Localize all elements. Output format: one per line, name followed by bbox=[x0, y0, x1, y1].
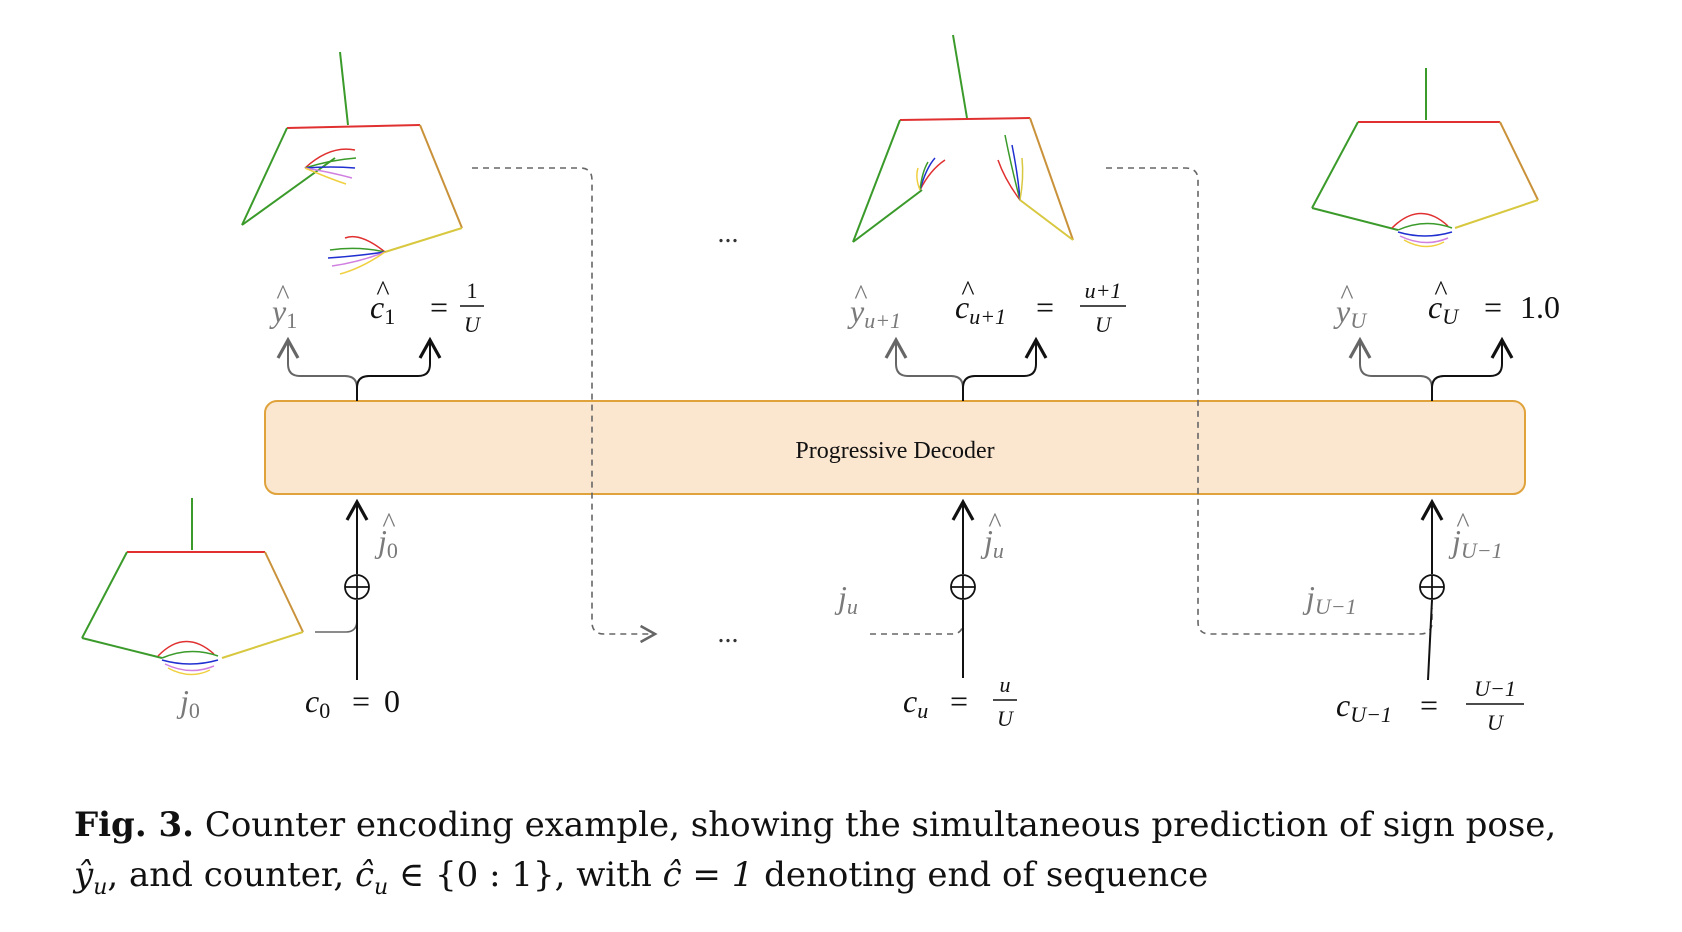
counter-input-label-u: cu bbox=[903, 683, 928, 723]
caption-label: Fig. 3. bbox=[74, 805, 194, 845]
progressive-decoder-box bbox=[264, 400, 1526, 495]
svg-text:=: = bbox=[950, 683, 968, 719]
joint-input-path-j0 bbox=[315, 600, 358, 633]
add-icon bbox=[950, 574, 976, 600]
joint-label-0: j0 bbox=[176, 683, 200, 723]
counter-value-U: 1.0 bbox=[1520, 289, 1560, 325]
caption-c-hat-eq: ĉ = 1 bbox=[662, 855, 754, 895]
output-branch-U bbox=[1348, 336, 1514, 401]
counter-input-value-0: 0 bbox=[384, 683, 400, 719]
pose-skeleton-yU bbox=[1311, 68, 1539, 248]
counter-num-1: 1 bbox=[467, 278, 478, 303]
counter-output-label-1: c1 bbox=[370, 289, 395, 329]
svg-text:^: ^ bbox=[1340, 280, 1353, 311]
pose-skeleton-j0 bbox=[81, 498, 304, 676]
caption-y-hat: ŷ bbox=[74, 855, 94, 895]
svg-text:^: ^ bbox=[1456, 508, 1469, 539]
caption-set: ∈ {0 : 1} bbox=[399, 855, 555, 895]
svg-text:^: ^ bbox=[276, 280, 289, 311]
counter-input-den-U-1: U bbox=[1487, 710, 1505, 735]
pose-skeleton-y1 bbox=[241, 51, 463, 275]
svg-text:=: = bbox=[1484, 289, 1502, 325]
counter-output-label-U: cU bbox=[1428, 289, 1460, 329]
svg-text:^: ^ bbox=[376, 276, 389, 307]
caption-c-hat: ĉ bbox=[354, 855, 375, 895]
joint-input-path-ju bbox=[870, 608, 964, 635]
input-stream-U-1 bbox=[1419, 498, 1445, 681]
svg-text:=: = bbox=[352, 683, 370, 719]
counter-num-u1: u+1 bbox=[1085, 278, 1122, 303]
decoder-label: Progressive Decoder bbox=[795, 438, 994, 464]
svg-text:^: ^ bbox=[382, 508, 395, 539]
recurrence-path-1 bbox=[472, 167, 658, 644]
svg-text:=: = bbox=[1036, 289, 1054, 325]
svg-text:^: ^ bbox=[854, 280, 867, 311]
output-branch-1 bbox=[276, 336, 442, 401]
counter-input-num-u: u bbox=[1000, 672, 1011, 697]
counter-input-den-u: U bbox=[997, 706, 1015, 731]
pose-output-label-1: y1 bbox=[269, 293, 297, 333]
svg-text:=: = bbox=[1420, 687, 1438, 723]
counter-input-label-0: c0 bbox=[305, 683, 330, 723]
caption-text-4: denoting end of sequence bbox=[753, 855, 1209, 895]
svg-text:^: ^ bbox=[988, 508, 1001, 539]
pose-skeleton-yu1 bbox=[852, 34, 1074, 243]
counter-input-num-U-1: U−1 bbox=[1474, 676, 1516, 701]
counter-den-u1: U bbox=[1095, 312, 1113, 337]
counter-output-label-u1: cu+1 bbox=[955, 289, 1006, 329]
caption-text-3: , with bbox=[554, 855, 663, 895]
recurrence-path-2 bbox=[1106, 167, 1433, 635]
svg-text:^: ^ bbox=[961, 276, 974, 307]
counter-input-label-U-1: cU−1 bbox=[1336, 687, 1392, 727]
pose-output-label-U: yU bbox=[1333, 293, 1368, 333]
add-icon bbox=[1419, 574, 1445, 600]
figure-caption: Fig. 3. Counter encoding example, showin… bbox=[74, 800, 1664, 913]
ellipsis-bottom: ... bbox=[718, 618, 739, 649]
joint-hat-label-U-1: jU−1 bbox=[1448, 523, 1503, 563]
counter-encoding-diagram: Progressive Decoder ... ... bbox=[81, 34, 1560, 735]
caption-y-sub: u bbox=[93, 874, 108, 900]
joint-label-U-1: jU−1 bbox=[1302, 579, 1357, 619]
counter-den-1: U bbox=[464, 312, 482, 337]
output-branch-u1 bbox=[884, 336, 1048, 401]
add-icon bbox=[344, 574, 370, 600]
joint-hat-label-u: ju bbox=[980, 523, 1004, 563]
joint-hat-label-0: j0 bbox=[374, 523, 398, 563]
joint-label-u: ju bbox=[834, 579, 858, 619]
svg-text:=: = bbox=[430, 289, 448, 325]
input-stream-u bbox=[950, 498, 976, 678]
pose-output-label-u1: yu+1 bbox=[847, 293, 901, 333]
input-stream-0 bbox=[344, 498, 370, 680]
caption-text-2: , and counter, bbox=[107, 855, 355, 895]
ellipsis-top: ... bbox=[718, 218, 739, 249]
svg-text:^: ^ bbox=[1434, 276, 1447, 307]
caption-text-1: Counter encoding example, showing the si… bbox=[204, 805, 1557, 845]
caption-c-sub: u bbox=[374, 874, 389, 900]
